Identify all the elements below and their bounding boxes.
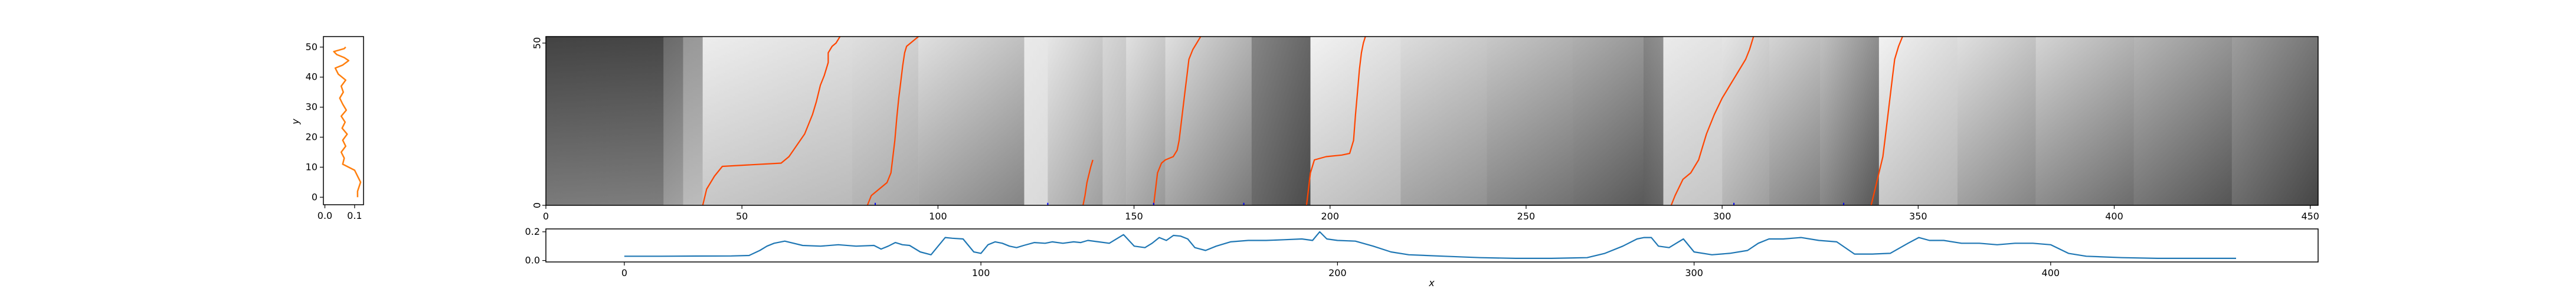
heatmap-ytick-label: 50 <box>532 37 543 49</box>
profile-ytick-label: 10 <box>306 161 318 172</box>
heatmap-column-shade <box>1024 37 1048 205</box>
heatmap-column-shade <box>1487 37 1574 205</box>
heatmap-column-shade <box>1310 37 1401 205</box>
heatmap-column-shade <box>1769 37 1821 205</box>
heatmap-column-shade <box>1126 37 1166 205</box>
heatmap-xtick-label: 200 <box>1321 211 1339 222</box>
heatmap-xtick-label: 0 <box>543 211 549 222</box>
heatmap-xtick-label: 300 <box>1713 211 1731 222</box>
heatmap-column-shade <box>1573 37 1644 205</box>
heatmap-xtick-label: 100 <box>929 211 947 222</box>
heatmap-xtick-label: 400 <box>2105 211 2123 222</box>
heatmap-column-shade <box>2133 37 2233 205</box>
profile-ytick-label: 30 <box>306 101 318 113</box>
heatmap-column-shade <box>1251 37 1311 205</box>
signal-xlabel: x <box>1428 277 1435 289</box>
heatmap-column-shade <box>1722 37 1770 205</box>
heatmap-column-shade <box>2231 37 2318 205</box>
signal-xtick-label: 100 <box>972 267 990 278</box>
alignment-path <box>702 37 841 205</box>
heatmap-column-shade <box>1644 37 1664 205</box>
signal-xtick-label: 300 <box>1685 267 1703 278</box>
profile-axes: 0.0 0.1 0 10 20 30 40 50 <box>306 41 362 221</box>
heatmap-column-shade <box>1102 37 1127 205</box>
heatmap-xtick-label: 450 <box>2301 211 2319 222</box>
profile-ytick-label: 40 <box>306 71 318 83</box>
heatmap-column-shade <box>546 37 664 205</box>
profile-xtick-label: 0.1 <box>347 210 362 221</box>
profile-ytick-label: 50 <box>306 41 318 53</box>
heatmap-column-shade <box>1820 37 1880 205</box>
heatmap-xtick-label: 250 <box>1517 211 1536 222</box>
heatmap-frame <box>545 36 2319 206</box>
profile-ytick-label: 0 <box>312 191 318 202</box>
alignment-path <box>1670 37 1755 205</box>
heatmap-column-shade <box>1878 37 1958 205</box>
alignment-path <box>1153 37 1202 205</box>
heatmap-xtick-label: 50 <box>736 211 748 222</box>
heatmap-column-shade <box>918 37 1025 205</box>
alignment-path <box>1082 159 1094 205</box>
profile-series-line <box>333 46 362 198</box>
heatmap-panel: 0 50 100 150 200 250 300 350 400 450 0 50 <box>532 36 2319 222</box>
profile-ytick-label: 20 <box>306 131 318 142</box>
signal-ytick-label: 0.0 <box>525 255 540 266</box>
signal-panel: 0 100 200 300 400 0.0 0.2 x <box>525 226 2319 289</box>
heatmap-column-shade <box>2035 37 2135 205</box>
profile-frame <box>323 36 364 205</box>
heatmap-column-shade <box>1663 37 1723 205</box>
signal-plot-area <box>624 231 2236 259</box>
heatmap-column-shade <box>663 37 684 205</box>
signal-xtick-label: 400 <box>2042 267 2060 278</box>
heatmap-column-shade <box>852 37 919 205</box>
signal-xtick-label: 0 <box>621 267 627 278</box>
signal-axes: 0 100 200 300 400 0.0 0.2 <box>525 226 2060 278</box>
signal-ytick-label: 0.2 <box>525 226 540 237</box>
heatmap-xtick-label: 150 <box>1125 211 1143 222</box>
alignment-path <box>1870 37 1903 205</box>
heatmap-column-shade <box>1165 37 1252 205</box>
alignment-path <box>1305 37 1366 205</box>
alignment-path <box>866 37 919 205</box>
heatmap-xtick-label: 350 <box>1909 211 1927 222</box>
heatmap-column-shade <box>702 37 852 205</box>
profile-panel: 0.0 0.1 0 10 20 30 40 50 y <box>290 36 364 221</box>
heatmap-plot-area <box>546 37 2318 205</box>
heatmap-column-shade <box>1957 37 2037 205</box>
heatmap-column-shade <box>1400 37 1488 205</box>
profile-xtick-label: 0.0 <box>318 210 332 221</box>
signal-frame <box>545 228 2319 263</box>
profile-ylabel: y <box>290 119 301 125</box>
heatmap-ytick-label: 0 <box>532 202 543 208</box>
heatmap-axes: 0 50 100 150 200 250 300 350 400 450 0 50 <box>532 37 2319 222</box>
profile-plot-area <box>333 46 362 198</box>
heatmap-column-shade <box>1048 37 1103 205</box>
signal-series-line <box>624 231 2236 259</box>
signal-xtick-label: 200 <box>1328 267 1347 278</box>
heatmap-column-shade <box>683 37 703 205</box>
